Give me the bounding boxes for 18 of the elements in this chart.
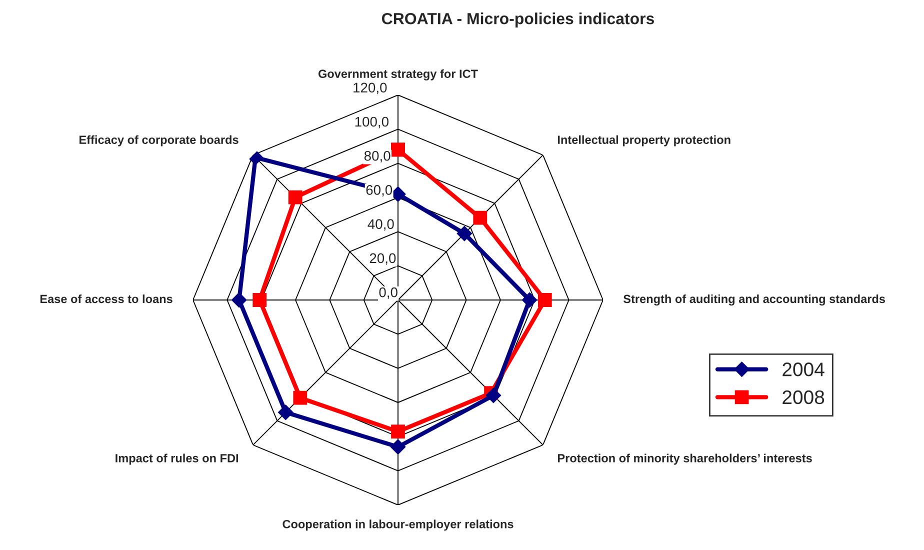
chart-title: CROATIA - Micro-policies indicators [382,12,654,28]
spoke-label: Strength of auditing and accounting standards [623,294,886,306]
legend-label: 2008 [782,390,824,404]
y-tick-label: 40,0 [368,219,394,231]
y-tick-label: 20,0 [370,253,396,265]
y-tick-label: 0,0 [379,287,398,299]
spoke-label: Impact of rules on FDI [116,454,238,465]
spoke-label: Government strategy for ICT [318,69,478,80]
spoke-label: Intellectual property protection [558,135,730,146]
y-tick-label: 100,0 [355,116,389,128]
spoke-label: Protection of minority shareholders’ interests [558,454,812,465]
y-tick-label: 80,0 [364,150,390,162]
y-tick-label: 120,0 [354,82,387,94]
spoke-label: Cooperation in labour-employer relations [282,520,514,531]
legend-label: 2004 [782,362,824,376]
y-tick-label: 60,0 [366,185,392,197]
spoke-label: Efficacy of corporate boards [80,135,238,146]
spoke-label: Ease of access to loans [40,294,172,304]
